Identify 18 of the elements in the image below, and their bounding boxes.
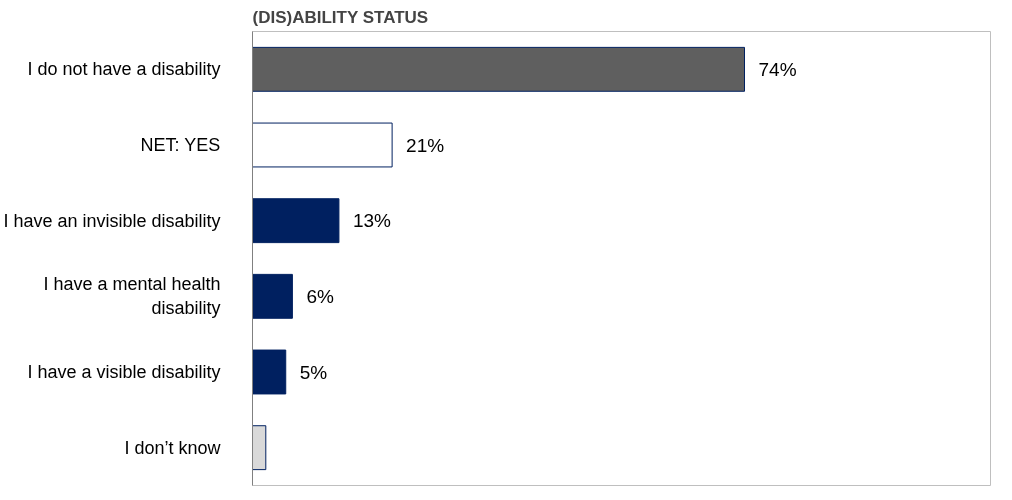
y-tick-label: I have a mental health disability xyxy=(43,274,221,319)
data-label: 5% xyxy=(299,361,328,383)
data-label: 13% xyxy=(352,210,392,232)
bar xyxy=(252,122,393,168)
y-tick-label: I have a visible disability xyxy=(27,362,221,382)
bar xyxy=(252,46,745,92)
bar xyxy=(252,425,267,471)
bar xyxy=(252,198,340,244)
y-tick-label: I have an invisible disability xyxy=(3,210,221,231)
data-label: 74% xyxy=(758,58,797,80)
bar xyxy=(252,273,293,319)
y-tick-label: I don’t know xyxy=(124,437,222,458)
chart-title: (DIS)ABILITY STATUS xyxy=(252,7,429,27)
bar xyxy=(252,349,287,395)
data-label: 21% xyxy=(406,134,445,156)
data-label: 6% xyxy=(306,285,334,307)
y-tick-label: I do not have a disability xyxy=(27,59,221,80)
y-tick-label: NET: YES xyxy=(140,135,221,155)
